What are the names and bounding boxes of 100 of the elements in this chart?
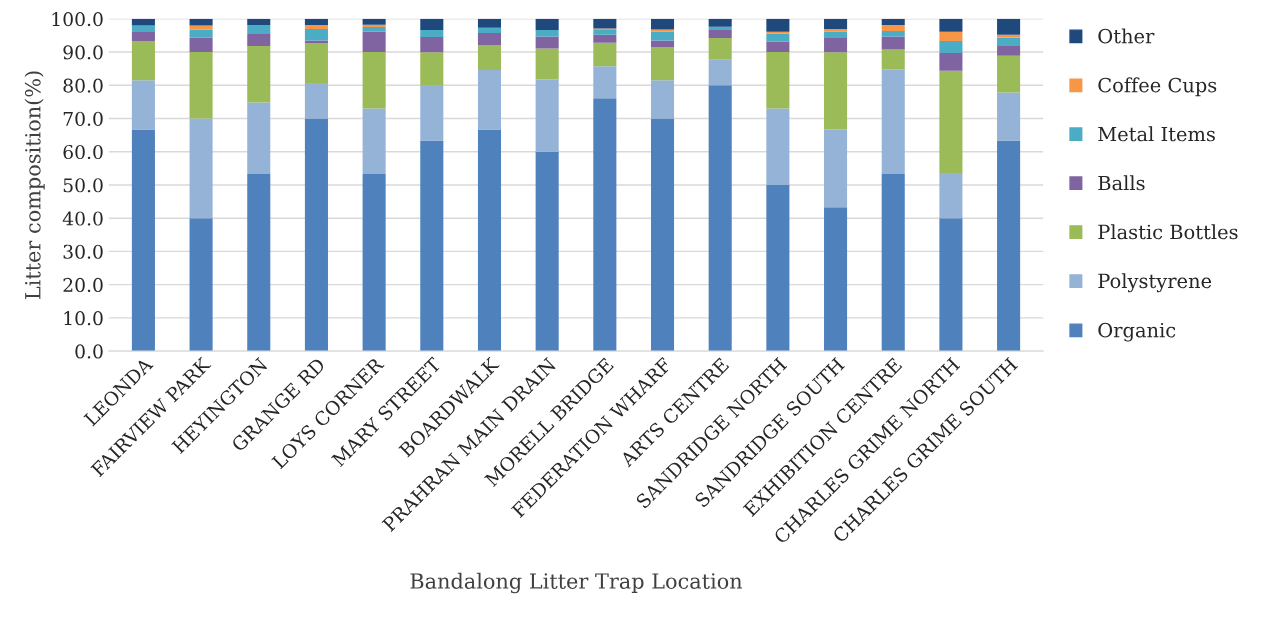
bar: [939, 31, 963, 42]
bar: [766, 33, 790, 42]
bar: [650, 29, 675, 32]
bar: [420, 140, 444, 352]
bar: [939, 41, 963, 54]
x-axis-title: Bandalong Litter Trap Location: [410, 572, 743, 594]
bar: [477, 69, 502, 130]
bar: [131, 129, 155, 352]
bar: [189, 18, 213, 26]
bar: [997, 37, 1021, 47]
y-tick-label: 100.0: [52, 12, 103, 27]
bar: [881, 36, 905, 50]
y-tick-label: 0.0: [75, 344, 103, 359]
bar: [304, 43, 328, 83]
bar: [304, 25, 328, 30]
bar: [420, 84, 444, 141]
bar: [708, 18, 732, 27]
bar: [997, 92, 1021, 141]
bar: [189, 52, 213, 119]
bar: [131, 80, 155, 130]
bar: [420, 37, 444, 53]
bar: [362, 31, 386, 53]
bar: [535, 30, 559, 37]
bar: [477, 18, 502, 28]
bar: [997, 140, 1021, 352]
bar: [304, 118, 328, 352]
bar: [420, 18, 444, 31]
bar: [247, 46, 271, 103]
y-tick-label: 80.0: [63, 78, 103, 93]
bar: [362, 174, 386, 352]
bar: [535, 151, 559, 352]
y-tick-label: 10.0: [64, 311, 103, 326]
bar: [939, 53, 963, 71]
bar: [824, 52, 848, 130]
bar: [304, 18, 328, 26]
bar: [535, 79, 559, 152]
bar: [247, 34, 271, 47]
bar: [131, 41, 155, 81]
bar: [881, 18, 905, 26]
bar: [766, 41, 790, 53]
bar: [708, 85, 732, 352]
bar: [881, 25, 905, 32]
bar: [420, 52, 444, 85]
bar: [939, 218, 963, 352]
bar: [535, 18, 559, 31]
bar: [997, 46, 1021, 56]
bar: [939, 18, 963, 32]
bar: [650, 40, 675, 48]
bar: [939, 70, 963, 173]
y-tick-label: 60.0: [63, 144, 103, 160]
bar: [247, 174, 271, 352]
y-tick-label: 90.0: [63, 45, 103, 60]
bar: [766, 18, 790, 32]
legend-label: Balls: [1098, 175, 1145, 191]
bar: [708, 38, 732, 60]
bar: [131, 25, 155, 33]
bar: [535, 36, 559, 49]
bar: [477, 33, 502, 46]
bar: [593, 30, 617, 35]
bar: [939, 173, 963, 219]
bar: [997, 55, 1021, 93]
bar: [593, 98, 617, 352]
legend-label: Polystyrene: [1098, 273, 1212, 293]
bar: [189, 118, 213, 219]
bar: [304, 82, 328, 119]
bar: [650, 118, 675, 352]
bar: [535, 48, 559, 80]
bar: [881, 49, 905, 70]
bar: [247, 18, 271, 26]
bar: [593, 18, 617, 29]
bar: [362, 52, 386, 109]
y-tick-label: 50.0: [63, 178, 103, 193]
legend-label: Coffee Cups: [1098, 77, 1217, 97]
bar: [997, 18, 1021, 35]
y-tick-label: 20.0: [63, 277, 103, 293]
bar: [708, 30, 732, 39]
bar: [708, 26, 732, 31]
bar: [881, 174, 905, 352]
bar: [304, 29, 328, 41]
bar: [131, 18, 155, 26]
legend-label: Plastic Bottles: [1098, 224, 1238, 240]
legend-label: Metal Items: [1098, 126, 1215, 142]
bar: [881, 69, 905, 174]
bar: [247, 25, 271, 35]
bar: [766, 184, 790, 352]
y-axis-title: Litter composition(%): [24, 71, 45, 300]
bar: [708, 59, 732, 86]
bar: [650, 80, 675, 119]
bar: [650, 31, 675, 41]
bar: [593, 42, 617, 67]
legend-label: Organic: [1098, 322, 1176, 342]
bar: [189, 218, 213, 352]
legend-label: Other: [1098, 28, 1155, 44]
bar: [420, 30, 444, 38]
bar: [824, 38, 848, 53]
bar: [881, 31, 905, 37]
bar: [189, 37, 213, 53]
bar: [362, 18, 386, 25]
y-tick-label: 70.0: [63, 111, 103, 126]
bar: [824, 18, 848, 30]
